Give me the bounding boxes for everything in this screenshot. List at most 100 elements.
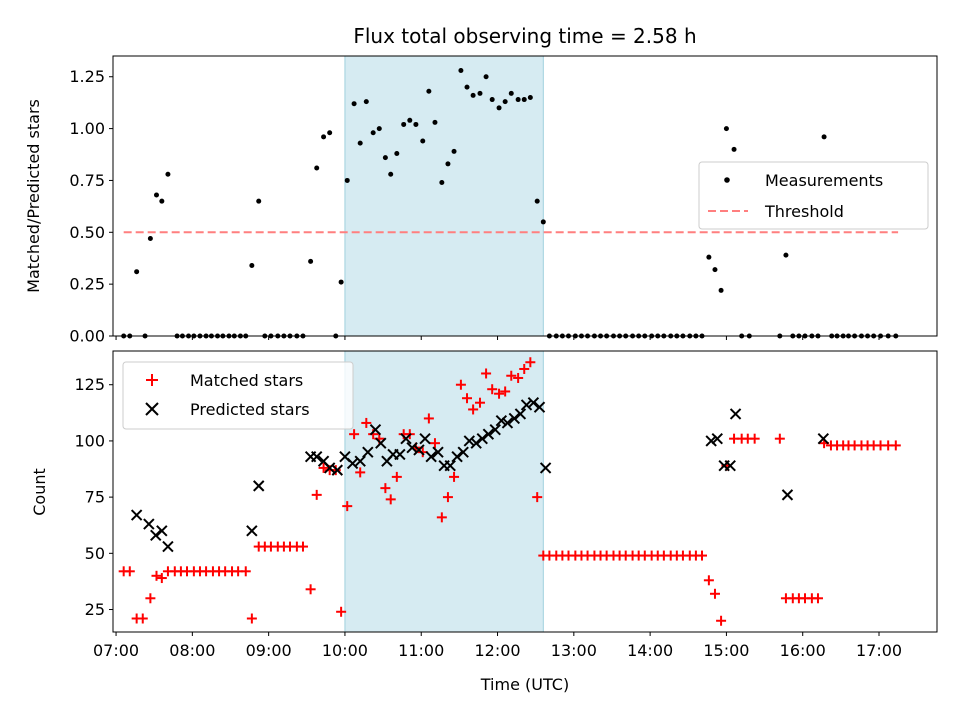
matched-star-point [462,393,473,404]
measurement-point [489,97,495,103]
matched-star-point [124,566,135,577]
measurement-point [370,130,376,136]
measurement-point [432,119,438,125]
measurement-point [147,236,153,242]
measurement-point [338,279,344,285]
predicted-star-point [705,435,717,447]
matched-star-point [349,429,360,440]
measurement-point [420,138,426,144]
matched-star-point [697,550,708,561]
matched-star-point [355,467,366,478]
x-tick-label: 16:00 [780,641,826,660]
measurement-point [357,140,363,146]
measurement-point [153,192,159,198]
matched-star-point [774,433,785,444]
predicted-star-point [476,432,488,445]
top-y-ticks: 0.00 0.25 0.50 0.75 1.00 1.25 [69,67,113,346]
measurement-point [413,121,419,127]
top-x-ticks [115,336,880,340]
measurement-point [470,92,476,98]
measurement-point [534,198,540,204]
top-y-tick-label: 0.00 [69,327,105,346]
legend-measurements-label: Measurements [765,171,883,190]
top-legend-box [698,161,929,230]
measurement-point [464,84,470,90]
predicted-star-point [150,529,162,542]
predicted-star-point [539,462,552,474]
matched-star-point [311,489,322,500]
measurement-point [308,258,314,264]
measurement-point [515,97,521,103]
matched-star-point [532,492,543,503]
predicted-star-point [413,444,425,456]
bottom-legend: Matched stars Predicted stars [122,361,354,430]
measurement-point [508,90,514,96]
measurement-point [351,101,357,107]
matched-star-point [156,573,167,584]
measurement-point [407,117,413,123]
measurement-point [731,146,737,152]
matched-star-point [361,417,372,428]
matched-star-point [474,397,485,408]
bottom-y-tick-label: 50 [85,544,105,563]
bottom-panel: 25 50 75 100 125 07:00 08:00 09:00 10:00 11:00 12… [30,350,938,694]
top-panel: 0.00 0.25 0.50 0.75 1.00 1.25 Matched/Predict… [24,55,938,346]
measurement-point [439,180,445,186]
predicted-star-point [425,450,437,463]
bottom-y-tick-label: 125 [74,375,105,394]
measurement-point [718,287,724,293]
predicted-star-point [394,448,406,461]
matched-star-point [151,570,162,581]
matched-star-point [436,512,447,523]
legend-matched-label: Matched stars [190,371,303,390]
measurement-point [723,126,729,132]
predicted-star-point [489,423,501,436]
x-axis-label: Time (UTC) [480,675,569,694]
measurement-point [502,99,508,105]
x-tick-label: 07:00 [93,641,139,660]
x-tick-label: 13:00 [551,641,597,660]
measurement-point [159,198,165,204]
predicted-star-point [432,446,444,458]
predicted-star-point [130,509,143,521]
predicted-star-point [156,525,168,537]
matched-star-point [380,483,391,494]
top-y-tick-label: 1.00 [69,119,105,138]
measurement-point [134,269,140,275]
predicted-star-point [520,399,533,411]
predicted-star-point [781,489,794,501]
measurement-point [527,94,533,100]
top-y-tick-label: 0.25 [69,275,105,294]
predicted-star-point [482,428,495,440]
bottom-y-tick-label: 25 [85,600,105,619]
matched-star-point [429,438,440,449]
matched-star-point [342,501,353,512]
x-tick-label: 15:00 [703,641,749,660]
matched-star-point [525,357,536,368]
predicted-star-point [817,432,830,445]
predicted-star-point [711,432,723,445]
measurement-point [451,148,457,154]
matched-star-point [449,471,460,482]
x-tick-label: 08:00 [169,641,215,660]
matched-star-point [423,413,434,424]
measurement-point [314,165,320,171]
predicted-star-point [470,437,482,449]
predicted-star-point [419,432,431,445]
predicted-star-point [253,480,265,492]
x-tick-label: 17:00 [856,641,902,660]
predicted-star-point [527,396,540,409]
matched-star-point [500,386,511,397]
matched-star-point [709,588,720,599]
predicted-star-point [508,412,521,425]
predicted-star-point [451,450,463,463]
matched-star-point [716,615,727,626]
x-tick-label: 09:00 [246,641,292,660]
matched-star-point [481,368,492,379]
measurement-point [382,155,388,161]
measurement-point [327,130,333,136]
measurement-point [256,198,262,204]
matched-star-point [812,593,823,604]
matched-star-point [513,372,524,383]
top-y-tick-label: 1.25 [69,67,105,86]
